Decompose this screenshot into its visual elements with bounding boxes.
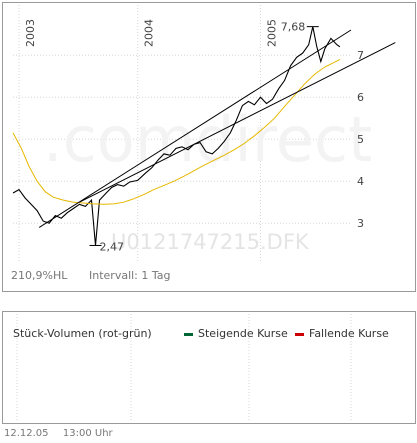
watermark-ticker: U0121747215.DFK <box>111 230 310 254</box>
high-label: 7,68 <box>281 21 306 34</box>
y-tick-label: 3 <box>357 217 364 230</box>
timestamp: 12.12.05 13:00 Uhr <box>4 428 113 439</box>
moving-average-line <box>12 58 341 205</box>
rising-swatch <box>184 332 193 336</box>
price-line <box>12 26 341 246</box>
volume-panel: Stück-Volumen (rot-grün) Steigende Kurse… <box>2 311 416 424</box>
trend-line-1-line <box>38 29 352 228</box>
timestamp-time: 13:00 Uhr <box>62 428 113 439</box>
hl-percentage: 210,9%HL <box>11 269 68 282</box>
x-tick-label: 2005 <box>265 19 278 47</box>
x-tick-label: 2003 <box>24 19 37 47</box>
y-tick-label: 6 <box>357 91 364 104</box>
low-label: 2,47 <box>99 240 124 253</box>
x-tick-label: 2004 <box>143 19 156 47</box>
trend-line-2-line <box>79 42 396 203</box>
timestamp-date: 12.12.05 <box>4 428 49 439</box>
price-chart-panel: .comdirect U0121747215.DFK 3 4 5 6 7 2003 2004… <box>2 2 416 292</box>
legend-rising-label: Steigende Kurse <box>198 327 288 340</box>
price-chart: .comdirect U0121747215.DFK 3 4 5 6 7 2003 2004… <box>12 5 396 261</box>
legend-falling: Fallende Kurse <box>295 327 389 340</box>
y-tick-label: 5 <box>357 133 364 146</box>
volume-title: Stück-Volumen (rot-grün) <box>13 327 152 340</box>
legend-falling-label: Fallende Kurse <box>309 327 389 340</box>
legend-rising: Steigende Kurse <box>184 327 288 340</box>
y-tick-label: 7 <box>357 49 364 62</box>
y-tick-label: 4 <box>357 175 364 188</box>
watermark-brand: .comdirect <box>43 103 372 176</box>
falling-swatch <box>295 332 304 336</box>
interval-label: Intervall: 1 Tag <box>89 269 171 282</box>
